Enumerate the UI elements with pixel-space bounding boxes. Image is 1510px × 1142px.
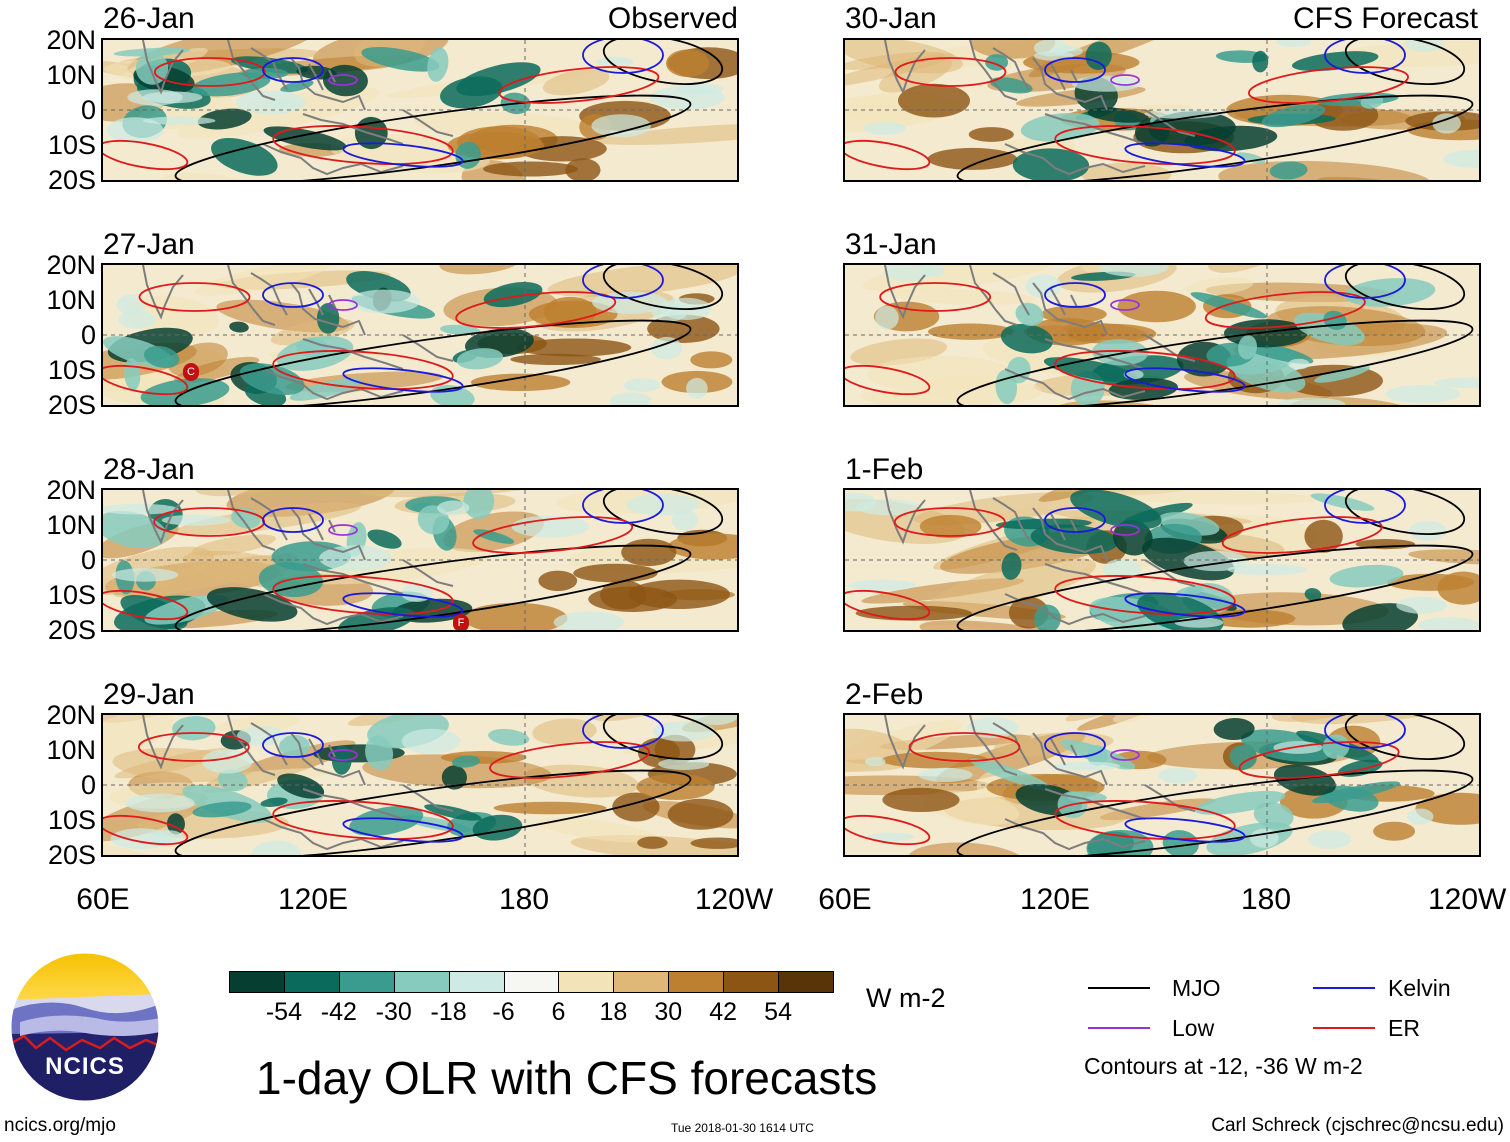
forecast-header: CFS Forecast <box>1292 2 1478 35</box>
storm-marker-icon: F <box>453 614 469 630</box>
legend-label-kelvin: Kelvin <box>1388 975 1451 1001</box>
olr-colorbar <box>229 971 834 995</box>
lat-label: 10S <box>47 805 96 835</box>
footer-url[interactable]: ncics.org/mjo <box>4 1115 116 1136</box>
panel-date-label: 29-Jan <box>103 678 195 711</box>
panel-date-label: 28-Jan <box>103 453 195 486</box>
low-line-icon <box>1088 1027 1150 1029</box>
kelvin-line-icon <box>1313 987 1375 989</box>
colorbar-tick-label: 30 <box>654 998 683 1026</box>
olr-map-observed-3: F <box>101 488 739 632</box>
legend-label-mjo: MJO <box>1172 975 1221 1001</box>
legend-label-low: Low <box>1172 1015 1215 1041</box>
colorbar-swatch <box>283 971 340 993</box>
colorbar-swatch <box>613 971 670 993</box>
colorbar-tick-label: -18 <box>430 998 467 1026</box>
lat-label: 20S <box>47 165 96 195</box>
lat-label: 10N <box>46 60 96 90</box>
panel-date-label: 2-Feb <box>845 678 924 711</box>
colorbar-tick-label: -54 <box>265 998 302 1026</box>
lat-label: 20S <box>47 390 96 420</box>
ncics-logo: NCICS <box>10 952 160 1102</box>
colorbar-tick-label: -42 <box>320 998 357 1026</box>
colorbar-swatch <box>448 971 505 993</box>
olr-map-observed-2: C <box>101 263 739 407</box>
lon-label: 120W <box>1428 883 1507 916</box>
colorbar-swatch <box>393 971 450 993</box>
colorbar-unit: W m-2 <box>866 983 946 1013</box>
footer-author[interactable]: Carl Schreck (cjschrec@ncsu.edu) <box>1211 1115 1504 1136</box>
ncics-logo-icon <box>10 952 160 1102</box>
olr-map-observed-1 <box>101 38 739 182</box>
lon-label: 180 <box>1240 883 1292 916</box>
olr-map-forecast-4 <box>843 713 1481 857</box>
legend-label-er: ER <box>1388 1015 1420 1041</box>
colorbar-tick-label: 18 <box>599 998 628 1026</box>
colorbar-tick-label: 42 <box>709 998 738 1026</box>
mjo-line-icon <box>1088 987 1150 989</box>
er-line-icon <box>1313 1027 1375 1029</box>
lat-label: 0 <box>80 320 96 350</box>
olr-map-forecast-1 <box>843 38 1481 182</box>
lon-label: 120E <box>277 883 349 916</box>
storm-marker-icon: C <box>183 363 199 381</box>
colorbar-swatch <box>503 971 560 993</box>
olr-map-observed-4 <box>101 713 739 857</box>
lat-label: 0 <box>80 770 96 800</box>
panel-date-label: 1-Feb <box>845 453 924 486</box>
lat-label: 10N <box>46 510 96 540</box>
colorbar-tick-label: 6 <box>551 998 566 1026</box>
panel-date-label: 30-Jan <box>845 2 937 35</box>
panel-date-label: 31-Jan <box>845 228 937 261</box>
colorbar-swatch <box>229 971 285 993</box>
lat-label: 0 <box>80 95 96 125</box>
lat-label: 10N <box>46 285 96 315</box>
lat-label: 20N <box>46 700 96 730</box>
lat-label: 20N <box>46 475 96 505</box>
colorbar-swatch <box>338 971 395 993</box>
lat-label: 10N <box>46 735 96 765</box>
lat-label: 0 <box>80 545 96 575</box>
colorbar-swatch <box>778 971 834 993</box>
colorbar-swatch <box>558 971 615 993</box>
olr-map-forecast-2 <box>843 263 1481 407</box>
footer-timestamp: Tue 2018-01-30 1614 UTC <box>671 1121 814 1135</box>
colorbar-tick-label: 54 <box>764 998 792 1026</box>
lon-label: 120W <box>694 883 774 916</box>
lat-label: 10S <box>47 580 96 610</box>
lon-label: 120E <box>1019 883 1091 916</box>
olr-map-forecast-3 <box>843 488 1481 632</box>
lat-label: 20N <box>46 25 96 55</box>
colorbar-swatch <box>723 971 780 993</box>
lat-label: 20S <box>47 840 96 870</box>
observed-header: Observed <box>607 2 738 35</box>
lat-label: 10S <box>47 130 96 160</box>
panel-date-label: 26-Jan <box>103 2 195 35</box>
logo-text: NCICS <box>45 1053 125 1080</box>
colorbar-tick-label: -30 <box>375 998 412 1026</box>
lat-label: 20N <box>46 250 96 280</box>
contour-note: Contours at -12, -36 W m-2 <box>1084 1053 1363 1079</box>
lon-label: 180 <box>498 883 550 916</box>
lon-label: 60E <box>818 883 872 916</box>
colorbar-tick-label: -6 <box>492 998 515 1026</box>
colorbar-swatch <box>668 971 725 993</box>
panel-date-label: 27-Jan <box>103 228 195 261</box>
lon-label: 60E <box>76 883 130 916</box>
lat-label: 20S <box>47 615 96 645</box>
figure-title: 1-day OLR with CFS forecasts <box>256 1052 878 1104</box>
lat-label: 10S <box>47 355 96 385</box>
